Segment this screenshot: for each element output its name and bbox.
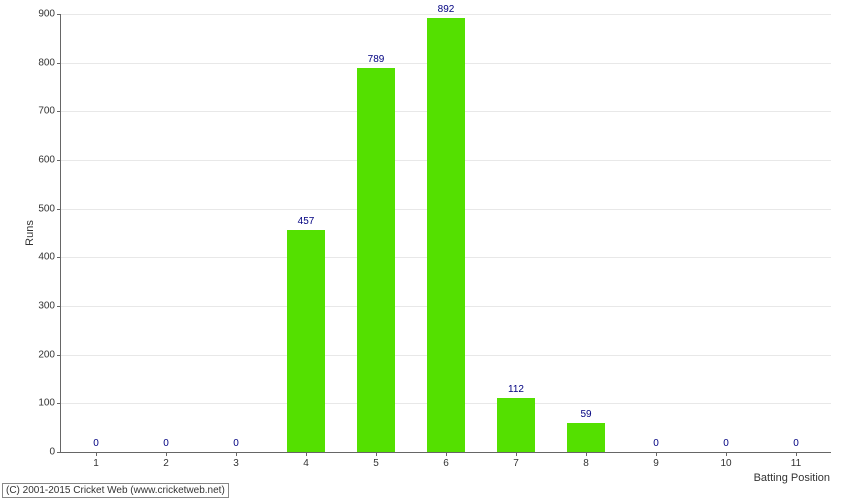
xtick-label: 10: [720, 452, 731, 469]
bar-value-label: 112: [508, 384, 524, 398]
xtick-label: 4: [303, 452, 309, 469]
bar-value-label: 0: [93, 438, 99, 452]
bar: 59: [567, 423, 606, 452]
ytick-label: 0: [49, 447, 61, 458]
bar-value-label: 0: [723, 438, 729, 452]
ytick-label: 400: [38, 252, 61, 263]
xtick-label: 2: [163, 452, 169, 469]
ytick-label: 700: [38, 106, 61, 117]
plot-area: 0100200300400500600700800900102030445757…: [60, 14, 831, 453]
bar-value-label: 892: [438, 4, 455, 18]
xtick-label: 6: [443, 452, 449, 469]
xtick-label: 1: [93, 452, 99, 469]
bar: 892: [427, 18, 466, 452]
bar-value-label: 59: [580, 409, 591, 423]
bar-value-label: 0: [793, 438, 799, 452]
ytick-label: 200: [38, 349, 61, 360]
x-axis-title: Batting Position: [754, 472, 830, 484]
bar: 112: [497, 398, 536, 453]
bar-value-label: 0: [653, 438, 659, 452]
ytick-label: 600: [38, 155, 61, 166]
ytick-label: 800: [38, 57, 61, 68]
bar-value-label: 457: [298, 216, 315, 230]
xtick-label: 5: [373, 452, 379, 469]
runs-by-batting-position-chart: 0100200300400500600700800900102030445757…: [0, 0, 850, 500]
bar-value-label: 789: [368, 54, 385, 68]
ytick-label: 900: [38, 9, 61, 20]
copyright-notice: (C) 2001-2015 Cricket Web (www.cricketwe…: [2, 483, 229, 498]
y-axis-title: Runs: [24, 220, 36, 246]
bar: 789: [357, 68, 396, 452]
bar: 457: [287, 230, 326, 452]
xtick-label: 11: [791, 452, 801, 469]
xtick-label: 3: [233, 452, 239, 469]
ytick-label: 300: [38, 301, 61, 312]
xtick-label: 7: [513, 452, 519, 469]
ytick-label: 500: [38, 203, 61, 214]
xtick-label: 9: [653, 452, 659, 469]
xtick-label: 8: [583, 452, 589, 469]
ytick-label: 100: [38, 398, 61, 409]
bar-value-label: 0: [163, 438, 169, 452]
bar-value-label: 0: [233, 438, 239, 452]
